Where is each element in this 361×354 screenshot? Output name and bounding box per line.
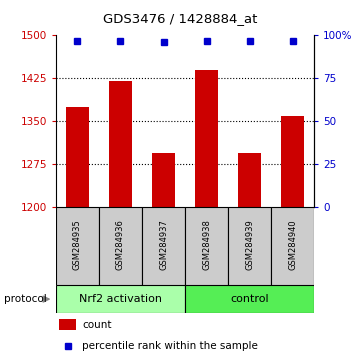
Bar: [195, 70, 218, 207]
Bar: [56, 207, 99, 285]
Text: GSM284935: GSM284935: [73, 219, 82, 270]
Bar: [152, 153, 175, 207]
Text: GDS3476 / 1428884_at: GDS3476 / 1428884_at: [103, 12, 258, 25]
Bar: [142, 207, 185, 285]
Text: GSM284938: GSM284938: [202, 219, 211, 270]
Bar: [59, 319, 76, 330]
Bar: [109, 81, 132, 207]
Bar: [228, 207, 271, 285]
Text: GSM284936: GSM284936: [116, 219, 125, 270]
Text: GSM284937: GSM284937: [159, 219, 168, 270]
Bar: [271, 207, 314, 285]
Text: percentile rank within the sample: percentile rank within the sample: [82, 341, 258, 351]
Bar: [185, 285, 314, 313]
Bar: [185, 207, 228, 285]
Bar: [99, 207, 142, 285]
Text: GSM284940: GSM284940: [288, 219, 297, 270]
Bar: [56, 285, 185, 313]
Text: GSM284939: GSM284939: [245, 219, 254, 270]
Bar: [66, 107, 89, 207]
Text: control: control: [230, 294, 269, 304]
Text: count: count: [82, 320, 112, 330]
Bar: [238, 153, 261, 207]
Bar: [281, 115, 304, 207]
Text: protocol: protocol: [4, 294, 46, 304]
Text: Nrf2 activation: Nrf2 activation: [79, 294, 162, 304]
